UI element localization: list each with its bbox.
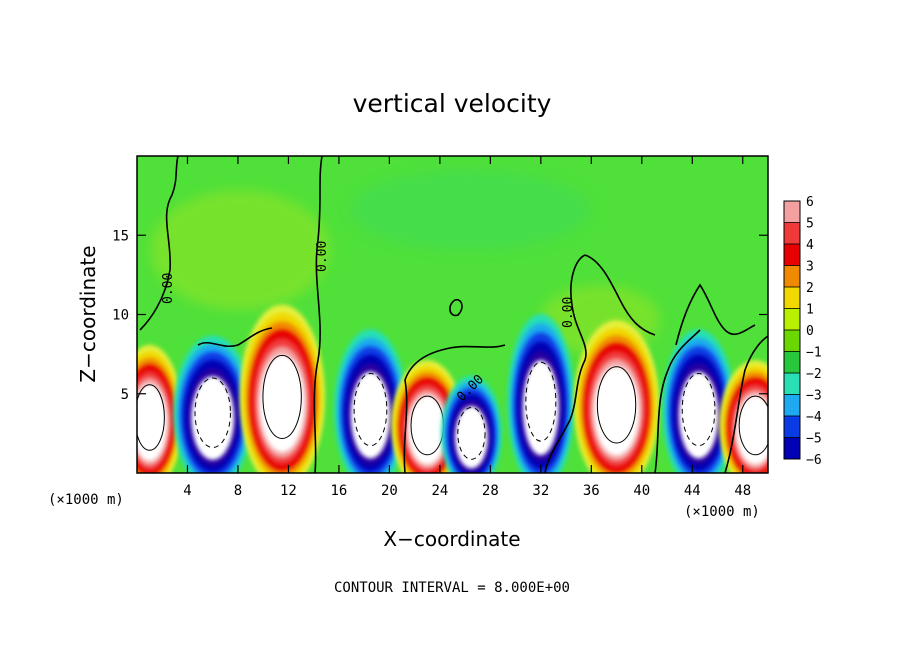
cell-contour <box>738 395 768 456</box>
velocity-cell <box>239 304 325 473</box>
cell-contour <box>137 384 165 451</box>
colorbar-label: −5 <box>806 432 822 447</box>
contour-labels: 0.00 0.00 0.00 0.00 <box>161 241 576 405</box>
y-axis-label: Z−coordinate <box>76 245 100 382</box>
velocity-cell <box>441 375 502 473</box>
colorbar-swatch <box>784 201 800 223</box>
cell-core <box>408 395 447 465</box>
colorbar-swatch <box>784 330 800 352</box>
chart-title: vertical velocity <box>353 89 552 118</box>
colorbar-label: −1 <box>806 346 822 361</box>
plot-area: 0.00 0.00 0.00 0.00 <box>137 156 768 473</box>
colorbar-swatch <box>784 394 800 416</box>
cell-contour <box>194 377 231 449</box>
y-tick-label: 5 <box>121 387 129 403</box>
zero-contour-line <box>544 254 587 473</box>
cell-contour <box>681 372 716 447</box>
cell-contour <box>596 366 637 444</box>
upper-field-patch <box>350 170 590 250</box>
zero-contour-line <box>313 156 323 473</box>
colorbar-label: −2 <box>806 367 822 382</box>
zero-contour-line <box>403 344 506 473</box>
colorbar-swatch <box>784 287 800 309</box>
colorbar-label: 5 <box>806 217 814 232</box>
zero-contour-line <box>675 283 756 346</box>
x-axis-label: X−coordinate <box>383 527 520 551</box>
cell-core <box>678 371 719 459</box>
x-unit-right: (×1000 m) <box>684 504 760 520</box>
cell-core <box>594 366 640 456</box>
colorbar-swatch <box>784 437 800 459</box>
cell-contour <box>353 372 388 447</box>
velocity-cell <box>137 344 183 473</box>
cell-core <box>191 376 235 460</box>
colorbar-label: −3 <box>806 389 822 404</box>
cell-core <box>350 371 391 459</box>
cell-core <box>522 360 559 456</box>
cell-contour <box>457 406 486 460</box>
colorbar-swatch <box>784 265 800 287</box>
zero-contour-line <box>654 329 701 473</box>
colorbar-swatch <box>784 416 800 438</box>
upper-field-patch <box>150 190 330 310</box>
colorbar-label: 6 <box>806 195 814 210</box>
x-tick-label: 36 <box>583 483 600 499</box>
velocity-cell <box>507 313 575 473</box>
colorbar-swatch <box>784 308 800 330</box>
contour-label: 0.00 <box>161 273 176 304</box>
zero-contour-line <box>139 156 179 331</box>
colorbar-label: 0 <box>806 324 814 339</box>
x-tick-label: 48 <box>734 483 751 499</box>
zero-contour-line <box>449 298 463 317</box>
colorbar-label: 1 <box>806 303 814 318</box>
cell-core <box>259 354 305 453</box>
y-axis: 5 10 15 <box>112 228 768 403</box>
zero-contour-line <box>584 254 656 336</box>
colorbar-label: −4 <box>806 410 822 425</box>
x-tick-label: 8 <box>234 483 242 499</box>
zero-contour-line <box>197 327 273 347</box>
colorbar: 6 5 4 3 2 1 0 −1 −2 −3 −4 −5 −6 <box>783 195 822 468</box>
velocity-cell <box>719 360 768 473</box>
x-tick-label: 28 <box>482 483 499 499</box>
y-tick-label: 15 <box>112 228 129 244</box>
cell-core <box>455 406 488 469</box>
colorbar-swatch <box>784 373 800 395</box>
cell-contour <box>262 354 302 439</box>
x-tick-label: 20 <box>381 483 398 499</box>
x-tick-label: 44 <box>684 483 701 499</box>
velocity-cell <box>573 320 660 473</box>
colorbar-swatch <box>784 351 800 373</box>
zero-contours <box>139 156 768 473</box>
x-tick-label: 12 <box>280 483 297 499</box>
colorbar-label: 3 <box>806 260 814 275</box>
colorbar-label: −6 <box>806 453 822 468</box>
x-tick-label: 40 <box>633 483 650 499</box>
colorbar-swatch <box>784 222 800 244</box>
velocity-cells <box>137 304 768 473</box>
x-tick-label: 16 <box>330 483 347 499</box>
velocity-cell <box>662 329 735 473</box>
x-axis: 4 8 12 16 20 24 28 32 36 40 44 48 <box>183 156 751 499</box>
colorbar-label: 2 <box>806 281 814 296</box>
contour-label: 0.00 <box>561 297 576 328</box>
velocity-cell <box>173 335 253 473</box>
y-tick-label: 10 <box>112 308 129 324</box>
contour-interval-footer: CONTOUR INTERVAL = 8.000E+00 <box>334 580 570 596</box>
x-tick-label: 4 <box>183 483 191 499</box>
colorbar-swatch <box>784 244 800 266</box>
x-unit-left: (×1000 m) <box>48 492 124 508</box>
cell-contour <box>525 361 557 442</box>
colorbar-label: 4 <box>806 238 814 253</box>
x-tick-label: 24 <box>431 483 448 499</box>
x-tick-label: 32 <box>532 483 549 499</box>
velocity-cell <box>334 329 407 473</box>
zero-contour-line <box>724 335 768 473</box>
contour-label: 0.00 <box>315 241 330 272</box>
